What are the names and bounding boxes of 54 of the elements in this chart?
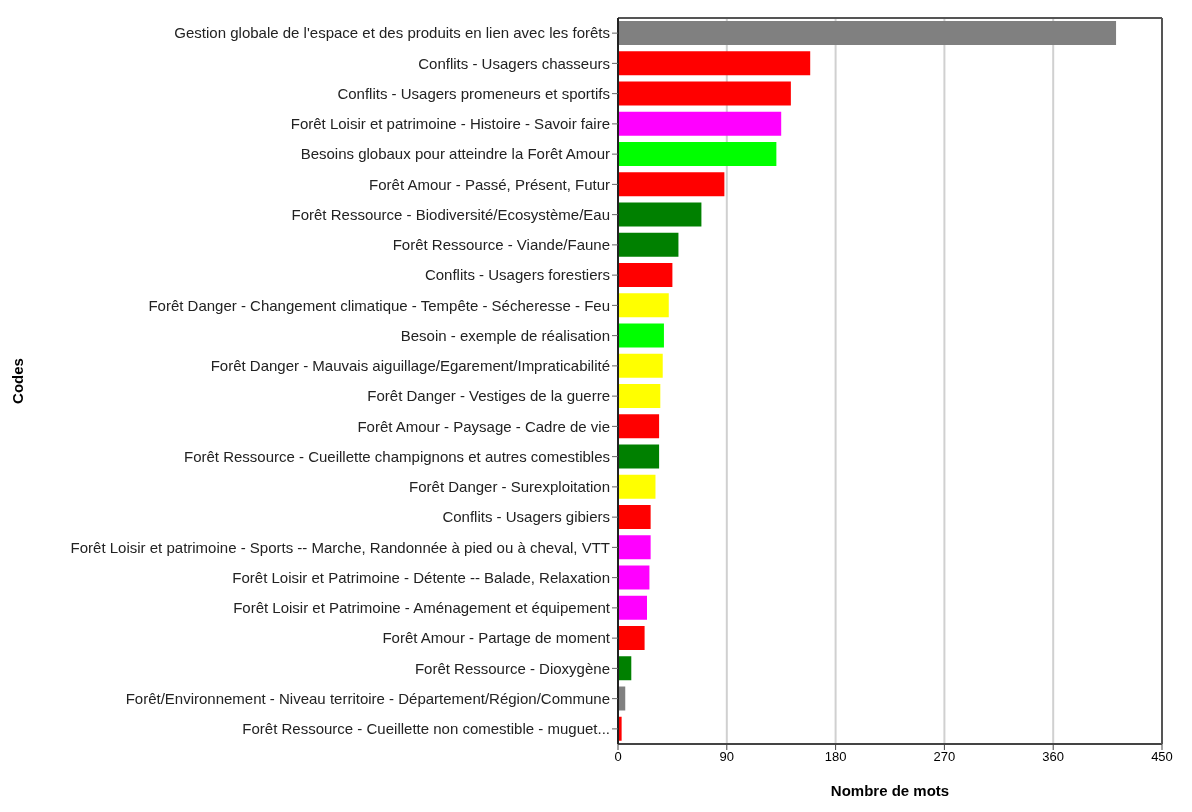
bar (618, 202, 702, 227)
y-tick-label: Forêt Ressource - Cueillette non comestible - muguet... (242, 720, 610, 738)
y-tick-label: Forêt Ressource - Dioxygène (414, 659, 610, 677)
bar (618, 81, 791, 106)
x-tick-label: 270 (933, 749, 956, 765)
y-tick-label: Forêt Ressource - Viande/Faune (392, 236, 610, 254)
bar (618, 51, 811, 76)
y-tick-label: Forêt Loisir et Patrimoine - Détente -- Balade, Relaxation (232, 568, 610, 586)
bar (618, 444, 660, 469)
y-tick-label: Forêt Danger - Surexploitation (409, 478, 610, 496)
y-tick-label: Conflits - Usagers promeneurs et sportifs (337, 84, 610, 102)
y-tick-label: Forêt Danger - Changement climatique - Tempête - Sécheresse - Feu (148, 296, 610, 314)
x-tick-label: 180 (824, 749, 847, 765)
y-tick-label: Gestion globale de l'espace et des produits en lien avec les forêts (174, 24, 610, 42)
y-tick-label: Forêt Danger - Vestiges de la guerre (367, 387, 610, 405)
y-tick-label: Forêt Ressource - Cueillette champignons et autres comestibles (183, 447, 610, 465)
y-tick-label: Forêt Ressource - Biodiversité/Ecosystème/Eau (291, 205, 610, 223)
y-tick-label: Forêt Loisir et patrimoine - Sports -- Marche, Randonnée à pied ou à cheval, VTT (70, 538, 610, 556)
y-tick-label: Forêt Amour - Passé, Présent, Futur (369, 175, 610, 193)
y-tick-label: Besoins globaux pour atteindre la Forêt Amour (300, 145, 610, 163)
y-tick-label: Forêt Danger - Mauvais aiguillage/Egarement/Impraticabilité (210, 357, 610, 375)
x-tick-label: 360 (1042, 749, 1065, 765)
bar (618, 595, 648, 620)
bar (618, 384, 661, 408)
bar (618, 232, 679, 257)
bar (618, 323, 664, 348)
bar (618, 656, 632, 681)
y-tick-label: Forêt/Environnement - Niveau territoire - Département/Région/Commune (125, 689, 610, 707)
bar (618, 474, 656, 499)
bar (618, 142, 777, 166)
bar (618, 353, 663, 378)
bar (618, 565, 650, 590)
bar (618, 293, 669, 318)
bar (618, 21, 1117, 45)
y-tick-label: Conflits - Usagers gibiers (442, 508, 610, 526)
bar (618, 535, 651, 560)
bar (618, 505, 651, 529)
bar (618, 263, 673, 287)
y-tick-label: Conflits - Usagers chasseurs (418, 54, 610, 72)
y-tick-label: Forêt Loisir et patrimoine - Histoire - Savoir faire (290, 115, 610, 133)
y-tick-label: Besoin - exemple de réalisation (400, 326, 610, 344)
x-tick-label: 90 (719, 749, 735, 765)
x-tick-label: 0 (614, 749, 622, 765)
y-tick-label: Forêt Loisir et Patrimoine - Aménagement et équipement (233, 599, 611, 617)
y-tick-label: Forêt Amour - Partage de moment (382, 629, 611, 647)
bar (618, 172, 725, 197)
y-tick-label: Forêt Amour - Paysage - Cadre de vie (357, 417, 610, 435)
bar (618, 111, 782, 136)
x-tick-label: 450 (1151, 749, 1173, 765)
bar (618, 626, 645, 650)
bar (618, 414, 660, 439)
y-axis-title: Codes (9, 358, 27, 404)
y-tick-label: Conflits - Usagers forestiers (424, 266, 610, 284)
x-axis-title: Nombre de mots (830, 782, 950, 799)
